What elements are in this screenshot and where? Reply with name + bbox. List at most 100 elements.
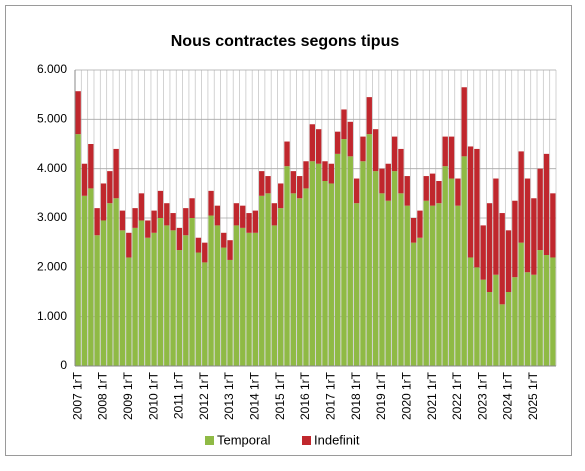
bar-segment (410, 242, 417, 366)
y-tick-label: 2.000 (37, 260, 67, 274)
legend-swatch (302, 436, 311, 445)
x-tick-label: 2010 1rT (146, 371, 160, 420)
bar-segment (543, 153, 550, 255)
bar-segment (151, 232, 157, 366)
bar-segment (214, 205, 221, 226)
bar-segment (290, 193, 297, 366)
bar-segment (366, 97, 372, 135)
bar-segment (94, 235, 100, 366)
bar-segment (531, 198, 537, 275)
y-tick-label: 6.000 (37, 62, 67, 76)
bar-segment (417, 210, 423, 238)
bar-segment (334, 153, 341, 366)
bar-segment (75, 134, 81, 366)
bar-segment (170, 230, 176, 366)
x-tick-label: 2012 1rT (197, 371, 211, 420)
bar-segment (512, 200, 518, 278)
bar-segment (341, 139, 347, 366)
bar-segment (284, 141, 290, 167)
bar-segment (278, 183, 284, 209)
bar-segment (398, 148, 404, 194)
bar-segment (221, 247, 227, 366)
bar-segment (297, 176, 303, 199)
bar-segment (290, 171, 297, 194)
bar-segment (442, 136, 448, 167)
bar-segment (138, 193, 145, 221)
bar-segment (360, 161, 366, 366)
bar-segment (436, 203, 442, 366)
bar-segment (240, 205, 246, 228)
bar-segment (208, 190, 214, 216)
bar-segment (126, 257, 132, 366)
bar-segment (183, 235, 189, 366)
bar-segment (214, 225, 221, 366)
bar-segment (404, 176, 410, 206)
bar-segment (303, 161, 309, 189)
bar-segment (75, 91, 81, 135)
bar-segment (423, 200, 429, 366)
bar-segment (334, 131, 341, 154)
bar-segment (183, 208, 189, 236)
bar-segment (119, 230, 126, 366)
bar-segment (391, 136, 398, 172)
bar-segment (265, 193, 271, 366)
bar-segment (512, 277, 518, 366)
bar-segment (524, 272, 531, 366)
bar-segment (524, 178, 531, 273)
bar-segment (259, 171, 265, 196)
bar-segment (537, 250, 543, 366)
bar-segment (404, 205, 410, 366)
bar-segment (322, 181, 328, 366)
bar-segment (322, 161, 328, 181)
bar-segment (271, 203, 278, 226)
bar-segment (157, 190, 164, 218)
bar-segment (467, 257, 474, 366)
bar-segment (107, 171, 113, 204)
bar-segment (208, 215, 214, 366)
bar-segment (202, 242, 208, 263)
bar-segment (474, 148, 480, 268)
bar-segment (353, 203, 360, 366)
bar-segment (81, 163, 88, 196)
bar-segment (537, 168, 543, 251)
x-tick-label: 2017 1rT (323, 371, 337, 420)
bar-segment (328, 163, 334, 184)
bar-segment (423, 176, 429, 201)
bar-segment (505, 230, 512, 292)
x-tick-label: 2009 1rT (121, 371, 135, 420)
bar-segment (328, 183, 334, 366)
bar-segment (164, 225, 170, 366)
bar-segment (461, 87, 467, 157)
bar-segment (100, 183, 107, 221)
y-tick-label: 3.000 (37, 210, 67, 224)
bar-segment (366, 134, 372, 366)
x-tick-label: 2015 1rT (273, 371, 287, 420)
bar-segment (113, 148, 119, 199)
bar-segment (417, 237, 423, 366)
x-tick-label: 2025 1rT (526, 371, 540, 420)
bar-segment (233, 225, 240, 366)
bar-segment (278, 208, 284, 366)
bar-segment (81, 195, 88, 366)
bar-segment (531, 274, 537, 366)
bar-segment (316, 129, 322, 164)
bar-segment (252, 210, 259, 233)
bar-segment (550, 193, 556, 258)
bar-segment (107, 203, 113, 366)
bar-segment (391, 171, 398, 366)
bar-segment (265, 176, 271, 194)
y-tick-label: 0 (60, 358, 67, 372)
y-tick-label: 5.000 (37, 112, 67, 126)
bar-segment (88, 144, 94, 189)
bar-segment (455, 205, 461, 366)
bar-segment (303, 188, 309, 366)
bar-segment (448, 178, 455, 366)
x-tick-label: 2021 1rT (425, 371, 439, 420)
legend-label: Indefinit (314, 432, 360, 447)
legend-label: Temporal (217, 432, 271, 447)
bar-segment (379, 193, 385, 366)
bar-segment (429, 173, 436, 206)
bar-segment (372, 129, 379, 172)
x-tick-label: 2014 1rT (248, 371, 262, 420)
